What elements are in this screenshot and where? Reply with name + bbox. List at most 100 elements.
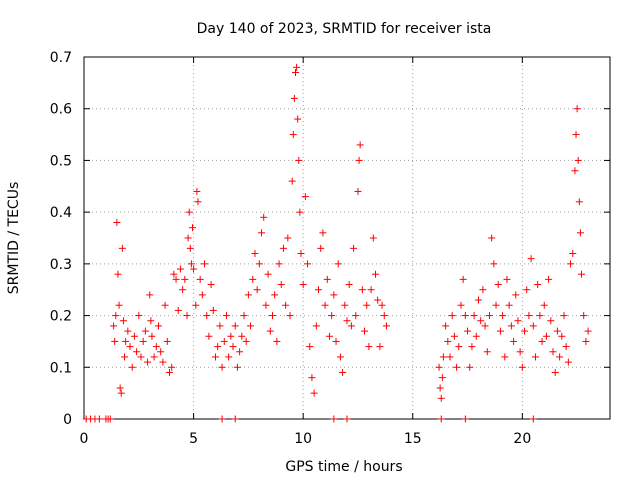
data-point: [479, 286, 487, 294]
data-point: [124, 327, 132, 335]
data-point: [135, 312, 143, 320]
data-point: [350, 244, 358, 252]
data-point: [312, 322, 320, 330]
data-point: [345, 281, 353, 289]
data-point: [306, 343, 314, 351]
data-point: [545, 275, 553, 283]
data-point: [264, 270, 272, 278]
data-point: [507, 322, 515, 330]
x-tick-label: 20: [513, 431, 531, 447]
data-point: [116, 384, 124, 392]
data-point: [580, 312, 588, 320]
data-point: [112, 312, 120, 320]
y-tick-label: 0: [63, 412, 72, 428]
data-point: [155, 322, 163, 330]
data-point: [494, 281, 502, 289]
data-point: [106, 415, 114, 423]
data-point: [531, 353, 539, 361]
y-tick-label: 0.1: [50, 360, 72, 376]
data-point: [118, 244, 126, 252]
data-point: [266, 327, 274, 335]
y-tick-label: 0.5: [50, 153, 72, 169]
data-point: [437, 415, 445, 423]
data-point: [553, 327, 561, 335]
data-point: [95, 415, 103, 423]
data-point: [295, 156, 303, 164]
data-point: [172, 275, 180, 283]
data-point: [165, 368, 173, 376]
data-point: [551, 368, 559, 376]
data-point: [518, 363, 526, 371]
data-point: [258, 229, 266, 237]
data-point: [339, 368, 347, 376]
data-point: [196, 275, 204, 283]
data-point: [152, 343, 160, 351]
data-point: [466, 363, 474, 371]
data-point: [216, 322, 224, 330]
data-point: [525, 312, 533, 320]
data-point: [457, 301, 465, 309]
data-point: [352, 312, 360, 320]
data-point: [503, 275, 511, 283]
data-point: [229, 343, 237, 351]
data-point: [275, 260, 283, 268]
data-point: [220, 337, 228, 345]
data-point: [282, 301, 290, 309]
data-point: [168, 363, 176, 371]
data-point: [461, 312, 469, 320]
data-point: [330, 415, 338, 423]
data-point: [192, 301, 200, 309]
data-point: [273, 337, 281, 345]
data-point: [150, 353, 158, 361]
data-point: [468, 343, 476, 351]
data-point: [231, 322, 239, 330]
data-point: [575, 198, 583, 206]
data-point: [574, 156, 582, 164]
data-point: [505, 301, 513, 309]
data-point: [336, 353, 344, 361]
data-point: [231, 415, 239, 423]
data-point: [358, 286, 366, 294]
y-tick-label: 0.6: [50, 102, 72, 118]
data-point: [212, 353, 219, 361]
x-tick-label: 5: [189, 431, 198, 447]
data-point: [115, 301, 123, 309]
data-point: [163, 337, 171, 345]
y-tick-label: 0.4: [50, 205, 72, 221]
data-point: [523, 286, 531, 294]
data-points: [82, 63, 592, 423]
data-point: [538, 337, 546, 345]
data-point: [472, 332, 480, 340]
data-point: [376, 343, 384, 351]
data-point: [382, 322, 390, 330]
data-point: [290, 94, 298, 102]
data-point: [496, 327, 504, 335]
data-point: [184, 234, 192, 242]
data-point: [299, 281, 307, 289]
data-point: [238, 332, 246, 340]
data-point: [126, 343, 134, 351]
data-point: [560, 312, 568, 320]
y-tick-label: 0.7: [50, 50, 72, 66]
data-point: [139, 337, 147, 345]
data-point: [355, 156, 363, 164]
data-point: [567, 260, 575, 268]
data-point: [268, 312, 276, 320]
data-point: [540, 301, 548, 309]
data-point: [448, 312, 456, 320]
data-point: [249, 275, 257, 283]
data-point: [436, 384, 444, 392]
data-point: [455, 343, 463, 351]
data-point: [571, 167, 579, 175]
data-point: [461, 415, 469, 423]
data-point: [321, 301, 329, 309]
data-point: [185, 208, 193, 216]
data-point: [527, 255, 535, 263]
data-point: [147, 317, 155, 325]
y-tick-label: 0.3: [50, 257, 72, 273]
data-point: [437, 394, 445, 402]
data-point: [174, 306, 182, 314]
data-point: [499, 312, 507, 320]
data-point: [289, 131, 297, 139]
data-point: [170, 270, 178, 278]
